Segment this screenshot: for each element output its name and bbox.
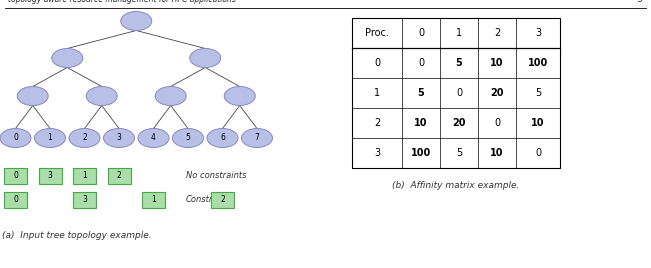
Ellipse shape [51,49,83,68]
Text: 10: 10 [531,118,545,128]
Text: 0: 0 [535,148,541,158]
Text: 2: 2 [117,172,121,181]
Bar [352,18,560,168]
Text: 0: 0 [374,58,380,68]
Text: 10: 10 [490,148,504,158]
Text: 3: 3 [535,28,541,38]
Ellipse shape [120,12,152,31]
Text: (a)  Input tree topology example.: (a) Input tree topology example. [3,230,152,240]
Text: 3: 3 [638,0,643,4]
Text: Constraints: Constraints [186,195,233,204]
Text: 1: 1 [374,88,380,98]
FancyBboxPatch shape [211,192,234,208]
Text: 20: 20 [490,88,504,98]
Text: 5: 5 [418,88,424,98]
Text: 4: 4 [151,133,156,143]
FancyBboxPatch shape [107,168,130,184]
Ellipse shape [0,128,31,147]
Text: 0: 0 [13,172,18,181]
Text: 2: 2 [374,118,380,128]
Text: No constraints: No constraints [186,172,246,181]
Text: topology-aware resource management for HPC applications: topology-aware resource management for H… [8,0,236,4]
Ellipse shape [138,128,169,147]
Text: 10: 10 [414,118,428,128]
Text: 10: 10 [490,58,504,68]
Text: 0: 0 [13,133,18,143]
Text: 20: 20 [452,118,465,128]
Ellipse shape [242,128,273,147]
Text: 1: 1 [456,28,462,38]
Text: 7: 7 [255,133,260,143]
FancyBboxPatch shape [73,168,96,184]
Text: (b)  Affinity matrix example.: (b) Affinity matrix example. [393,181,519,191]
Text: 2: 2 [220,195,225,204]
Text: 100: 100 [528,58,548,68]
Ellipse shape [69,128,100,147]
Text: 1: 1 [48,133,52,143]
Text: 100: 100 [411,148,431,158]
Text: 0: 0 [456,88,462,98]
FancyBboxPatch shape [73,192,96,208]
Ellipse shape [189,49,221,68]
FancyBboxPatch shape [142,192,165,208]
FancyBboxPatch shape [4,192,27,208]
Text: 0: 0 [13,195,18,204]
Ellipse shape [86,87,117,106]
Ellipse shape [173,128,204,147]
Text: 0: 0 [418,58,424,68]
FancyBboxPatch shape [38,168,61,184]
Ellipse shape [155,87,186,106]
Text: 3: 3 [374,148,380,158]
Text: 2: 2 [494,28,500,38]
Ellipse shape [224,87,255,106]
Ellipse shape [35,128,66,147]
Text: 2: 2 [82,133,87,143]
Text: 0: 0 [418,28,424,38]
Text: 6: 6 [220,133,225,143]
Text: 3: 3 [117,133,122,143]
Text: 1: 1 [151,195,156,204]
Text: 5: 5 [186,133,191,143]
Text: 1: 1 [82,172,87,181]
Text: 3: 3 [48,172,53,181]
Text: 3: 3 [82,195,87,204]
Ellipse shape [104,128,135,147]
Text: 0: 0 [494,118,500,128]
Text: 5: 5 [456,148,462,158]
Ellipse shape [17,87,48,106]
Ellipse shape [207,128,238,147]
Text: 5: 5 [456,58,462,68]
Text: 5: 5 [535,88,541,98]
FancyBboxPatch shape [4,168,27,184]
Text: Proc.: Proc. [365,28,389,38]
